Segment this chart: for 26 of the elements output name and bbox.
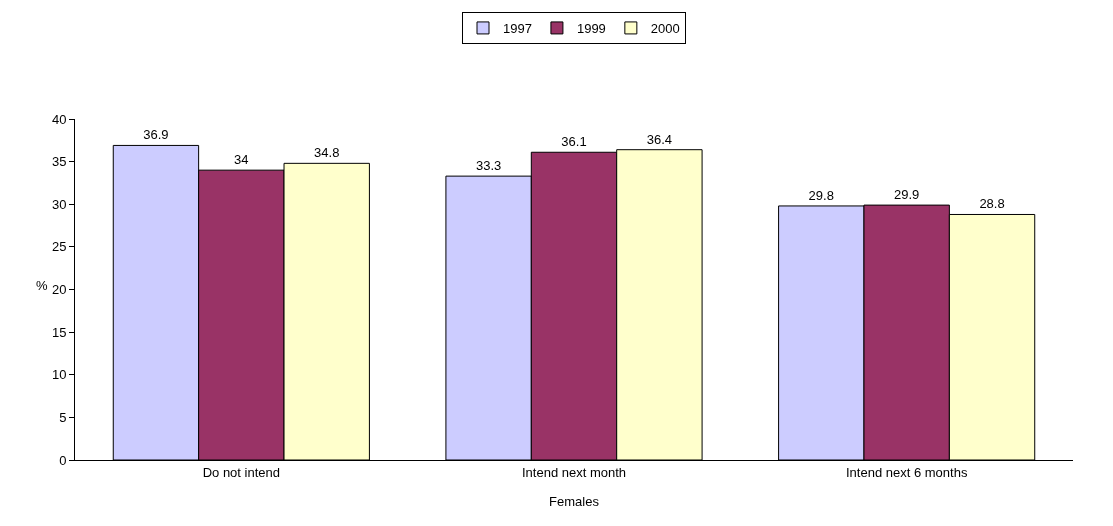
y-axis-title: % (36, 277, 49, 293)
data-label: 29.8 (808, 187, 834, 203)
data-label: 34 (234, 152, 249, 168)
legend-label: 2000 (650, 21, 680, 36)
y-tick-label: 35 (51, 154, 67, 170)
data-label: 28.8 (979, 196, 1005, 212)
y-tick-label: 5 (59, 409, 67, 425)
y-tick-label: 0 (59, 452, 67, 468)
y-tick-label: 20 (51, 282, 67, 298)
x-tick-label: Intend next 6 months (845, 464, 968, 480)
x-axis-title: Females (549, 494, 600, 510)
data-label: 36.4 (646, 131, 673, 147)
y-tick-label: 30 (51, 196, 67, 212)
legend-label: 1999 (576, 21, 606, 36)
y-tick-label: 15 (51, 324, 67, 340)
data-label: 33.3 (475, 158, 502, 174)
data-label: 36.9 (143, 127, 169, 143)
x-tick-label: Intend next month (521, 464, 627, 480)
legend-label: 1997 (503, 21, 532, 36)
data-label: 36.1 (561, 134, 587, 150)
data-label: 34.8 (314, 145, 340, 161)
y-tick-label: 25 (51, 239, 67, 255)
y-tick-label: 10 (51, 367, 67, 383)
y-tick-label: 40 (51, 111, 67, 127)
data-label: 29.9 (894, 187, 920, 203)
x-tick-label: Do not intend (202, 464, 280, 480)
